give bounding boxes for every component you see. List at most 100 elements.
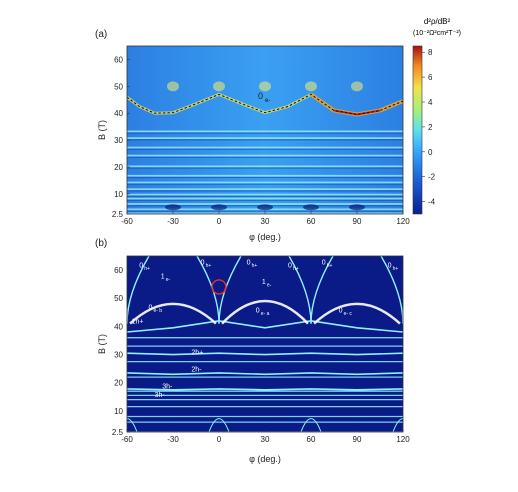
panel-b-band-label: 0 <box>256 307 260 314</box>
panel-a-feature <box>303 204 319 211</box>
panel-b-curve <box>127 388 403 391</box>
panel-a-band-dark <box>127 132 403 134</box>
panel-b-curve <box>127 319 403 333</box>
colorbar-tick-label: 6 <box>428 73 433 82</box>
panel-a-band-dark <box>127 156 403 158</box>
panel-a-band-dark <box>127 176 403 179</box>
colorbar-tick-label: -2 <box>428 173 436 182</box>
panel-b-band-label-sub: h+ <box>393 266 399 272</box>
panel-a-xtick-label: -30 <box>167 217 179 226</box>
colorbar: d²ρ/dB² (10⁻²Ω²cm²T⁻²) 8 6 4 2 0 -2 -4 <box>412 17 461 215</box>
panel-a-feature <box>257 204 273 211</box>
panel-a-ytick-label: 10 <box>114 190 123 199</box>
panel-b-xtick-label: -60 <box>121 435 133 444</box>
curve-label-0e: 0 <box>258 91 263 101</box>
panel-b-band-label: 0 <box>388 262 392 269</box>
panel-b-band-label: 2h+ <box>191 350 203 357</box>
curve-label-0e-sub: e- <box>265 98 270 104</box>
panel-a-ytick-label: 50 <box>114 82 123 91</box>
panel-b-band-label: 3h- <box>155 392 166 399</box>
panel-b-band-label: 0 <box>288 262 292 269</box>
panel-b-low-arc <box>392 418 403 432</box>
panel-a-feature <box>349 204 365 211</box>
panel-a-band-dark <box>127 195 403 197</box>
panel-a-label: (a) <box>95 29 107 40</box>
panel-b-xtick-label: 120 <box>396 435 410 444</box>
colorbar-label-line1: d²ρ/dB² <box>424 17 451 26</box>
panel-b-band-label: 1h+ <box>132 319 144 326</box>
panel-b-band-label-sub: h+ <box>144 266 150 272</box>
panel-a-xtick-label: -60 <box>121 217 133 226</box>
panel-a-band <box>127 193 403 196</box>
colorbar-gradient <box>412 45 423 215</box>
panel-b-ytick-label: 50 <box>114 294 123 303</box>
panel-b-band-label-sub: h+ <box>327 263 333 269</box>
panel-b-band-label: 0 <box>247 259 251 266</box>
panel-b-xtick-label: 90 <box>353 435 362 444</box>
panel-b-band-label-sub: h+ <box>206 263 212 269</box>
panel-a-dashed-curve <box>127 93 403 116</box>
panel-a-heatmap: -60 -30 0 30 60 90 120 2.5 10 20 30 40 50 60 φ (deg.… <box>97 45 410 242</box>
panel-b-xtick-label: 60 <box>307 435 316 444</box>
panel-b-plot-area <box>127 256 403 432</box>
panel-a-ylabel: B (T) <box>97 120 107 140</box>
colorbar-tick-label: 4 <box>428 98 433 107</box>
panel-b-arc <box>221 299 309 325</box>
panel-a-band <box>127 188 403 191</box>
panel-b-band-label-sub: e- <box>267 283 272 289</box>
panel-a-ytick-label: 30 <box>114 136 123 145</box>
colorbar-tick-label: 0 <box>428 148 433 157</box>
panel-b-calculation: 0 h+0 h+ 0 h+ 0 h+0 h+ 0 h+1 e- 1 e-0 e- b 0 e- a 0 e- c1… <box>97 255 410 464</box>
panel-b-ylabel: B (T) <box>97 334 107 354</box>
panel-b-band-label: 0 <box>339 307 343 314</box>
panel-a-xtick-label: 60 <box>307 217 316 226</box>
panel-a-band <box>127 130 403 133</box>
panel-a-band <box>127 174 403 177</box>
panel-a-feature <box>167 81 179 92</box>
panel-b-band-label-sub: e- <box>166 277 171 283</box>
panel-a-ytick-label: 20 <box>114 163 123 172</box>
panel-a-feature <box>305 81 317 92</box>
panel-b-band-label: 0 <box>322 259 326 266</box>
panel-a-xtick-label: 30 <box>261 217 270 226</box>
panel-b-highlight-circle <box>211 279 227 295</box>
panel-b-ytick-label: 10 <box>114 407 123 416</box>
panel-b-xtick-label: 0 <box>217 435 222 444</box>
panel-b-band-label-sub: h+ <box>293 266 299 272</box>
panel-a-band <box>127 146 403 149</box>
panel-a-band <box>127 203 403 205</box>
panel-b-band-label-sub: e- b <box>153 308 162 314</box>
panel-a-plot-area <box>127 46 403 214</box>
panel-b-band-label: 1 <box>262 279 266 286</box>
panel-b-curve <box>127 352 403 356</box>
panel-b-ytick-label: 2.5 <box>112 428 124 437</box>
panel-b-ytick-label: 60 <box>114 266 123 275</box>
panel-a-feature <box>213 81 225 92</box>
panel-a-band <box>127 197 403 200</box>
panel-a-band-dark <box>127 148 403 150</box>
panel-a-ytick-label: 60 <box>114 55 123 64</box>
colorbar-tick-label: -4 <box>428 198 436 207</box>
panel-b-band-label-sub: h+ <box>252 263 258 269</box>
panel-b-band-label: 0 <box>139 262 143 269</box>
panel-b-low-arc <box>127 418 138 432</box>
panel-a-band <box>127 137 403 140</box>
panel-a-band-dark <box>127 190 403 192</box>
panel-b-arc <box>129 302 217 325</box>
panel-a-feature <box>211 204 227 211</box>
panel-b-low-arc <box>208 418 230 432</box>
panel-a-feature <box>165 204 181 211</box>
panel-b-band-label-sub: e- c <box>344 311 353 317</box>
panel-a-ytick-label: 40 <box>114 109 123 118</box>
panel-b-arc <box>313 302 401 325</box>
colorbar-tick-label: 2 <box>428 123 433 132</box>
panel-b-curve <box>127 372 403 376</box>
panel-a-xlabel: φ (deg.) <box>249 232 281 242</box>
panel-b-xtick-label: 30 <box>261 435 270 444</box>
panel-a-band <box>127 165 403 168</box>
panel-a-xtick-label: 90 <box>353 217 362 226</box>
panel-a-band <box>127 154 403 157</box>
panel-b-crossing-line <box>310 256 334 324</box>
panel-b-band-label: 3h- <box>162 383 173 390</box>
